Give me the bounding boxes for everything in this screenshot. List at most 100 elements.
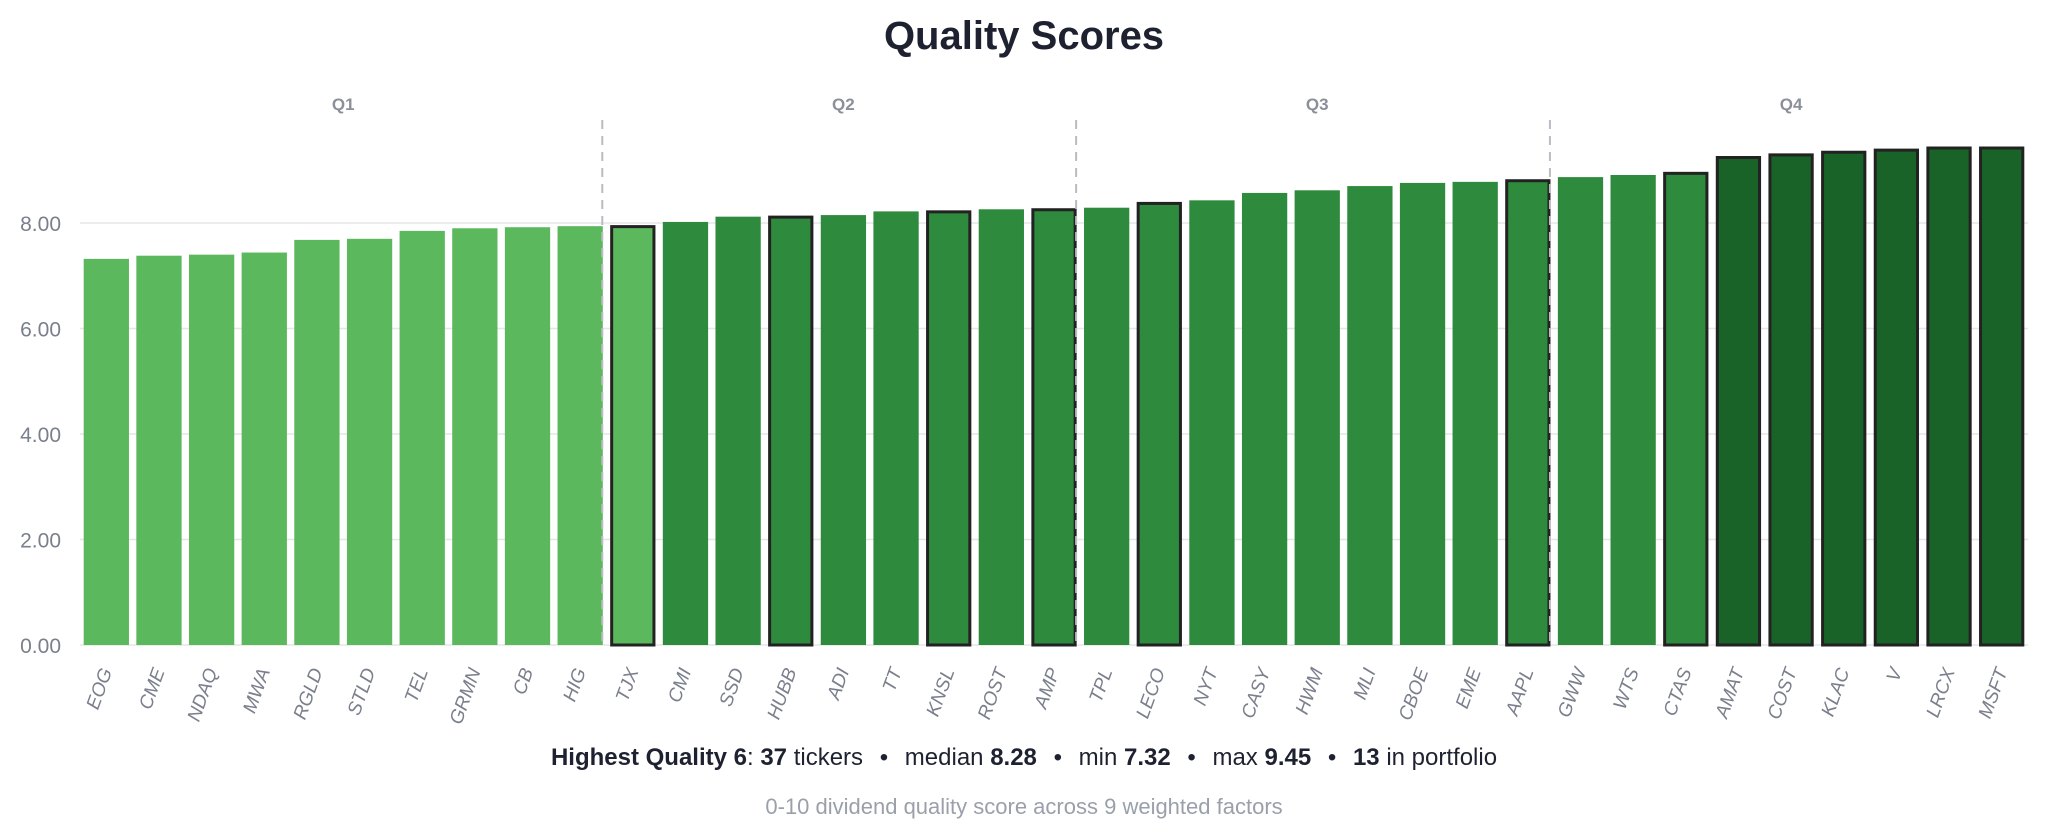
stats-min-label: min [1078,744,1118,771]
x-tick-label: AMAT [1711,664,1749,722]
x-tick-label: CMI [665,665,697,706]
bar-mwa[interactable] [241,252,287,646]
stats-median-value: 8.28 [990,744,1037,771]
bar-casy[interactable] [1241,192,1288,645]
stats-bullet: • [1327,744,1337,771]
x-tick-label: KLAC [1818,665,1855,719]
bar-ssd[interactable] [715,216,761,646]
x-tick-label: V [1883,663,1908,684]
x-tick-label: TEL [401,666,433,706]
x-tick-label: NDAQ [184,665,223,724]
bar-amp[interactable] [1031,208,1077,647]
stats-bullet: • [1187,744,1196,771]
bar-gww[interactable] [1557,177,1604,646]
bar-ctas[interactable] [1663,171,1709,647]
x-axis-labels: EOG CME NDAQ MWA RGLD STLD TEL GRMN CB HIG TJX CMI S… [83,663,2013,727]
bar-nyt[interactable] [1189,200,1235,645]
x-tick-label: AAPL [1502,666,1539,720]
quartile-label: Q2 [832,95,855,114]
x-tick-label: GWW [1554,664,1592,721]
bar-eog[interactable] [83,258,129,645]
bar-rgld[interactable] [294,239,340,645]
y-axis-labels: 0.00 2.00 4.00 6.00 8.00 [20,213,61,658]
chart-title: Quality Scores [883,14,1165,58]
bar-klac[interactable] [1821,150,1867,647]
bar-knsl[interactable] [926,210,972,647]
x-tick-label: SSD [716,665,749,709]
bar-hig[interactable] [557,226,603,646]
bar-msft[interactable] [1979,146,2025,647]
bar-cost[interactable] [1768,153,1814,647]
y-tick-label: 8.00 [20,213,61,236]
x-tick-label: LRCX [1923,664,1961,720]
bar-amat[interactable] [1715,156,1762,647]
summary-stats: Highest Quality 6: 37 tickers • median 8… [0,744,2048,772]
y-tick-label: 2.00 [20,530,61,553]
stats-label: Highest Quality 6 [550,744,747,771]
x-tick-label: ADI [823,665,854,704]
x-tick-label: WTS [1610,665,1644,712]
bar-lrcx[interactable] [1926,146,1972,647]
quartile-label: Q3 [1306,95,1329,114]
bar-hubb[interactable] [768,215,814,647]
x-tick-label: KNSL [923,666,960,720]
x-tick-label: EME [1452,665,1486,711]
stats-max-label: max [1212,744,1258,771]
stats-min-value: 7.32 [1124,744,1171,771]
x-tick-label: CASY [1238,664,1276,721]
bar-tt[interactable] [873,211,919,645]
bar-grmn[interactable] [452,228,498,645]
bar-tel[interactable] [399,230,445,645]
bar-wts[interactable] [1610,174,1656,645]
chart-subtitle: 0-10 dividend quality score across 9 wei… [765,794,1283,819]
bar-cb[interactable] [504,227,551,645]
stats-portfolio-text: in portfolio [1386,744,1498,771]
x-tick-label: MWA [239,666,274,716]
bar-cme[interactable] [136,255,182,645]
quartile-labels: Q1 Q2 Q3 Q4 [332,95,1803,114]
x-tick-label: NYT [1190,664,1223,708]
x-tick-label: TT [879,664,907,694]
stats-bullet: • [879,744,889,771]
stats-label-sep: : [746,744,754,771]
bar-tjx[interactable] [610,225,656,647]
x-tick-label: MLI [1350,665,1381,703]
stats-tickers-text: tickers [793,744,864,771]
x-tick-label: LECO [1133,665,1171,721]
bar-leco[interactable] [1136,201,1182,647]
stats-median-label: median [904,744,984,771]
bars [83,146,2025,647]
x-tick-label: CBOE [1395,665,1433,723]
x-tick-label: COST [1764,664,1802,722]
bar-eme[interactable] [1452,181,1498,646]
bar-cboe[interactable] [1399,182,1446,645]
y-tick-label: 6.00 [20,319,61,342]
bar-mli[interactable] [1347,186,1393,645]
bar-hwm[interactable] [1294,190,1340,646]
bar-aapl[interactable] [1505,179,1551,647]
bar-ndaq[interactable] [188,254,235,645]
bar-rost[interactable] [978,209,1024,645]
x-tick-label: TPL [1086,666,1118,706]
x-tick-label: HIG [560,666,591,705]
bar-tpl[interactable] [1084,207,1130,645]
bar-stld[interactable] [346,238,393,645]
bar-cmi[interactable] [662,221,709,645]
stats-tickers-count: 37 [760,744,788,771]
x-tick-label: HWM [1292,665,1328,717]
stats-portfolio-count: 13 [1352,744,1380,771]
x-tick-label: GRMN [446,665,486,727]
quartile-dividers [601,120,1551,645]
x-tick-label: AMP [1031,665,1065,712]
x-tick-label: HUBB [764,665,802,722]
bar-adi[interactable] [820,215,867,645]
x-tick-label: CME [135,665,169,712]
stats-max-value: 9.45 [1264,744,1312,771]
bar-v[interactable] [1873,148,1920,647]
quality-scores-chart: 0.00 2.00 4.00 6.00 8.00 EOG CME NDAQ MWA RGLD ST… [20,95,2028,727]
x-tick-label: CTAS [1660,665,1697,719]
stats-bullet: • [1053,744,1062,771]
x-tick-label: CB [509,665,538,697]
quartile-label: Q4 [1780,95,1803,114]
y-tick-label: 0.00 [20,635,61,658]
